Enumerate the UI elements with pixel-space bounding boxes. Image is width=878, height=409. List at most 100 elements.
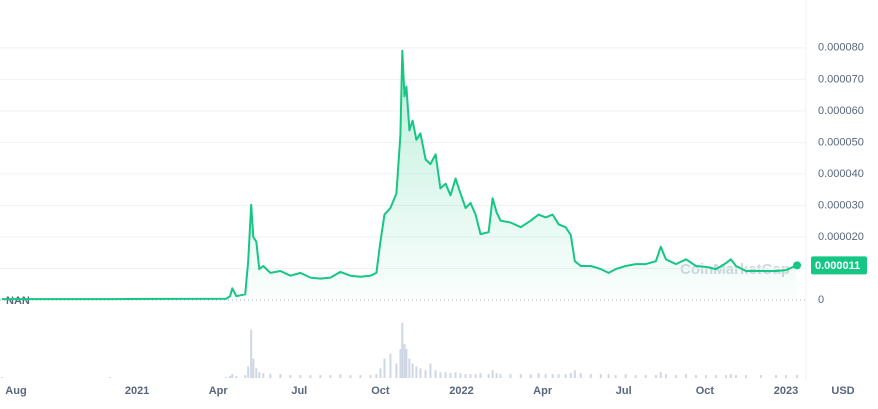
volume-bar	[491, 370, 494, 378]
volume-bar	[279, 374, 282, 378]
volume-bar	[403, 344, 406, 378]
volume-bar	[664, 374, 667, 378]
x-tick-label: Apr	[533, 385, 553, 397]
volume-bar	[659, 372, 662, 378]
volume-bar	[255, 368, 258, 378]
volume-bar	[654, 375, 657, 378]
volume-bar	[479, 373, 482, 378]
volume-bar	[339, 374, 342, 378]
volume-bar	[454, 372, 457, 378]
x-tick-label: 2022	[449, 385, 473, 397]
volume-bar	[774, 375, 777, 378]
volume-bar	[579, 373, 582, 378]
volume-bar	[474, 374, 477, 378]
volume-bar	[729, 374, 732, 378]
volume-bar	[634, 375, 637, 378]
volume-bar	[258, 372, 261, 378]
price-line	[1, 49, 798, 301]
volume-bar	[599, 374, 602, 378]
volume-bar	[495, 373, 498, 378]
volume-bar	[469, 374, 472, 378]
volume-bar	[262, 373, 265, 378]
x-tick-label: Oct	[696, 385, 715, 397]
volume-bar	[704, 375, 707, 378]
currency-label: USD	[831, 385, 854, 397]
volume-bar	[411, 363, 414, 378]
volume-bar	[439, 372, 442, 378]
y-tick-label: 0.000070	[818, 73, 864, 85]
x-tick-label: Jul	[291, 385, 307, 397]
volume-bar	[359, 375, 362, 378]
volume-bar	[379, 368, 382, 378]
volume-bar	[429, 363, 432, 378]
volume-bar	[784, 375, 787, 378]
x-tick-label: Oct	[371, 385, 390, 397]
volume-bar	[759, 375, 762, 378]
volume-bar	[624, 374, 627, 378]
y-tick-label: 0.000020	[818, 231, 864, 243]
volume-bar	[459, 373, 462, 378]
last-point	[793, 261, 802, 270]
volume-bar	[252, 358, 255, 378]
volume-bar	[247, 366, 250, 378]
volume-bar	[519, 374, 522, 378]
volume-bar	[231, 374, 234, 378]
current-price-box	[811, 256, 867, 275]
x-tick-label: 2023	[774, 385, 798, 397]
volume-bar	[415, 366, 418, 378]
volume-bar	[434, 370, 437, 378]
y-tick-label: 0	[818, 294, 824, 306]
volume-bar	[529, 374, 532, 378]
y-tick-label: 0.000040	[818, 168, 864, 180]
volume-bar	[684, 374, 687, 378]
volume-bar	[744, 375, 747, 378]
volume-bar	[569, 373, 572, 378]
volume-bar	[229, 376, 232, 378]
volume-bar	[289, 375, 292, 378]
y-tick-label: 0.000050	[818, 136, 864, 148]
volume-bar	[614, 375, 617, 378]
volume-bar	[573, 370, 576, 378]
volume-bar	[399, 349, 402, 378]
volume-bar	[734, 375, 737, 378]
volume-bar	[244, 375, 247, 378]
volume-bar	[0, 377, 3, 378]
volume-bar	[724, 375, 727, 378]
volume-bar	[444, 372, 447, 378]
x-tick-label: Apr	[209, 385, 229, 397]
volume-bar	[499, 374, 502, 378]
volume-bar	[405, 349, 408, 378]
volume-bar	[796, 375, 799, 378]
volume-bar	[564, 374, 567, 378]
volume-bar	[607, 374, 610, 378]
volume-bar	[389, 353, 392, 378]
volume-bar	[309, 375, 312, 378]
x-tick-label: Jul	[616, 385, 632, 397]
y-tick-label: 0.000060	[818, 105, 864, 117]
volume-bar	[487, 374, 490, 378]
current-price-label: 0.000011	[815, 260, 860, 272]
volume-bar	[329, 375, 332, 378]
price-area	[1, 50, 798, 301]
volume-bar	[464, 374, 467, 378]
volume-bar	[714, 375, 717, 378]
volume-bar	[537, 373, 540, 378]
volume-bar	[674, 375, 677, 378]
volume-bar	[544, 374, 547, 378]
volume-bar	[644, 375, 647, 378]
y-tick-label: 0.000030	[818, 199, 864, 211]
volume-bar	[225, 377, 228, 378]
volume-bar	[694, 375, 697, 378]
volume-bar	[557, 374, 560, 378]
x-tick-label: 2021	[125, 385, 149, 397]
volume-bar	[235, 376, 238, 378]
x-tick-label: Aug	[5, 385, 26, 397]
volume-bar	[589, 374, 592, 378]
volume-bar	[109, 377, 112, 378]
volume-bar	[419, 368, 422, 378]
volume-bar	[424, 370, 427, 378]
volume-bar	[299, 375, 302, 378]
volume-bar	[449, 373, 452, 378]
volume-bar	[395, 363, 398, 378]
